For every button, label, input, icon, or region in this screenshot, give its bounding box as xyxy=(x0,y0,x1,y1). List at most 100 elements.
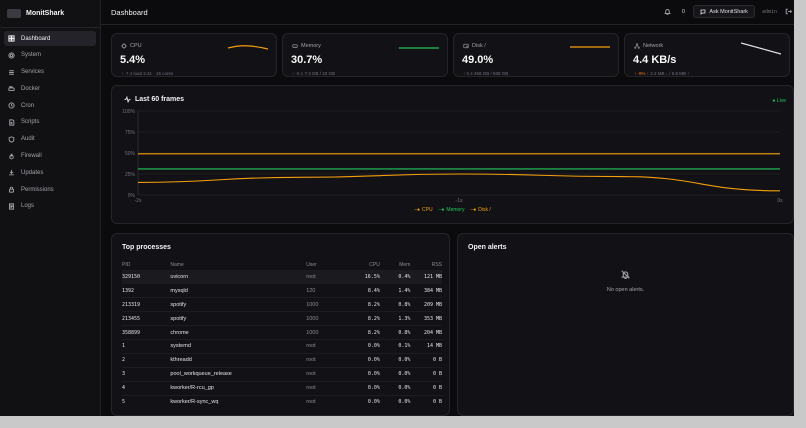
table-header: PID Name User CPU Mem RSS xyxy=(122,260,442,270)
notification-count: 0 xyxy=(681,8,685,15)
sidebar-item-permissions[interactable]: Permissions xyxy=(4,182,96,197)
y-tick-label: 25% xyxy=(125,172,136,178)
table-cell: 329150 xyxy=(122,269,171,284)
sidebar-item-firewall[interactable]: Firewall xyxy=(4,149,96,164)
y-tick-label: 75% xyxy=(125,130,136,136)
table-row[interactable]: 2 kthreadd root 0.0% 0.0% 0 B xyxy=(122,352,442,368)
table-cell: 0 B xyxy=(410,394,442,409)
y-tick-label: 0% xyxy=(128,193,136,199)
legend-item[interactable]: –● Disk / xyxy=(470,207,490,213)
logo-icon xyxy=(7,9,21,18)
activity-icon xyxy=(124,96,131,103)
sidebar-item-dashboard[interactable]: Dashboard xyxy=(4,31,96,46)
chart-title-text: Last 60 frames xyxy=(135,96,185,103)
user-name[interactable]: admin xyxy=(761,8,777,15)
stat-card-disk[interactable]: Disk / 49.0% ↑ 0.4 458 GB / 938 GB xyxy=(453,33,619,77)
sidebar-item-logs[interactable]: Logs xyxy=(4,199,96,214)
live-indicator: ● Live xyxy=(772,98,786,104)
lock-icon xyxy=(8,186,15,193)
column-header[interactable]: Name xyxy=(170,261,184,268)
stat-label-text: Memory xyxy=(301,43,321,49)
header: Dashboard 0 Ask MonitShark admin xyxy=(101,0,794,25)
column-header[interactable]: PID xyxy=(122,261,131,268)
series-line-cpu xyxy=(137,173,781,192)
column-header[interactable]: RSS xyxy=(431,261,442,268)
x-tick-label: -2s xyxy=(135,198,142,204)
table-cell: root xyxy=(306,366,354,382)
table-row[interactable]: 329150 uvicorn root 16.5% 0.4% 121 MB xyxy=(122,269,442,284)
table-cell: 0.0% xyxy=(353,380,380,396)
table-cell: root xyxy=(306,394,354,409)
sidebar-item-scripts[interactable]: Scripts xyxy=(4,115,96,130)
stat-card-network[interactable]: Network 4.4 KB/s ↑ -9% ↑ 2.2 MB ↓ / 6.8 MB… xyxy=(624,33,790,77)
ask-assistant-button[interactable]: Ask MonitShark xyxy=(693,5,755,18)
brand-name: MonitShark xyxy=(26,10,65,17)
table-cell: 0.0% xyxy=(379,380,411,396)
sidebar-item-docker[interactable]: Docker xyxy=(4,81,96,96)
column-header[interactable]: User xyxy=(306,261,317,268)
legend-item[interactable]: –● CPU xyxy=(414,207,432,213)
table-cell: systemd xyxy=(170,338,307,354)
stat-value: 4.4 KB/s xyxy=(633,54,677,66)
table-cell: 1392 xyxy=(122,283,171,298)
stat-detail: load 2.41 · 16 cores xyxy=(133,71,174,76)
sidebar-item-label: Docker xyxy=(21,85,41,92)
table-cell: 0.0% xyxy=(353,394,380,409)
stat-label-text: Disk / xyxy=(472,43,486,49)
stat-label-text: CPU xyxy=(130,43,142,49)
table-cell: uvicorn xyxy=(170,269,307,284)
frames-chart-card: Last 60 frames ● Live 100% 75% 50% 25% 0% -2s… xyxy=(111,85,794,224)
y-tick-label: 50% xyxy=(125,151,136,157)
sparkline-line xyxy=(741,42,781,55)
chart-legend: –● CPU –● Memory –● Disk / xyxy=(112,207,793,213)
processes-card: Top processes PID Name User CPU Mem RSS 32915… xyxy=(111,233,450,416)
brand[interactable]: MonitShark xyxy=(0,0,100,28)
stat-delta: ↑ -7.4 xyxy=(121,71,133,76)
logs-icon xyxy=(8,203,15,210)
header-actions: 0 Ask MonitShark admin xyxy=(661,5,794,18)
column-header[interactable]: CPU xyxy=(369,261,380,268)
legend-item[interactable]: –● Memory xyxy=(439,207,465,213)
processes-title: Top processes xyxy=(122,244,171,251)
flame-icon xyxy=(9,153,14,159)
sidebar-item-services[interactable]: Services xyxy=(4,65,96,80)
table-row[interactable]: 213455 spotify 1000 8.2% 1.3% 353 MB xyxy=(122,311,442,326)
table-row[interactable]: 5 kworker/R-sync_wq root 0.0% 0.0% 0 B xyxy=(122,394,442,409)
stat-card-cpu[interactable]: CPU 5.4% ↑ -7.4 load 2.41 · 16 cores xyxy=(111,33,277,77)
table-cell: 0.0% xyxy=(379,352,411,368)
logout-button[interactable] xyxy=(782,5,794,18)
table-cell: kworker/R-rcu_gp xyxy=(170,380,307,396)
table-row[interactable]: 213319 spotify 1000 8.2% 0.8% 209 MB xyxy=(122,297,442,312)
stat-label: Network xyxy=(634,43,663,49)
stat-value: 49.0% xyxy=(462,54,494,66)
sidebar-item-updates[interactable]: Updates xyxy=(4,165,96,180)
sidebar-item-label: Audit xyxy=(21,136,35,143)
sidebar-item-audit[interactable]: Audit xyxy=(4,132,96,147)
table-row[interactable]: 358899 chrome 1000 8.2% 0.8% 204 MB xyxy=(122,325,442,340)
disk-icon xyxy=(463,43,469,49)
cpu-icon xyxy=(121,43,127,49)
shield-icon xyxy=(8,136,15,143)
legend-swatch-icon: –● xyxy=(414,207,421,213)
stat-subtext: ↑ 0.4 458 GB / 938 GB xyxy=(463,71,508,76)
table-row[interactable]: 1 systemd root 0.0% 0.1% 14 MB xyxy=(122,338,442,354)
notifications-button[interactable] xyxy=(661,5,673,18)
table-cell: pool_workqueue_release xyxy=(170,366,307,382)
table-cell: 0.0% xyxy=(379,394,411,409)
table-cell: 4 xyxy=(122,380,171,396)
table-cell: 0 B xyxy=(410,352,442,368)
table-cell: 204 MB xyxy=(410,325,442,340)
table-cell: mysqld xyxy=(170,283,307,298)
stat-card-memory[interactable]: Memory 30.7% ↑ -5.1 7.3 GB / 23 GB xyxy=(282,33,448,77)
column-header[interactable]: Mem xyxy=(399,261,411,268)
table-row[interactable]: 4 kworker/R-rcu_gp root 0.0% 0.0% 0 B xyxy=(122,380,442,396)
table-body: 329150 uvicorn root 16.5% 0.4% 121 MB 1392 mysq… xyxy=(122,269,442,409)
sidebar-item-system[interactable]: System xyxy=(4,48,96,63)
sparkline xyxy=(570,46,610,48)
table-row[interactable]: 3 pool_workqueue_release root 0.0% 0.0% 0 B xyxy=(122,366,442,382)
table-cell: 1 xyxy=(122,338,171,354)
sidebar-item-cron[interactable]: Cron xyxy=(4,98,96,113)
table-row[interactable]: 1392 mysqld 120 8.4% 1.4% 384 MB xyxy=(122,283,442,298)
clock-icon xyxy=(8,102,15,109)
legend-label: CPU xyxy=(422,207,433,213)
